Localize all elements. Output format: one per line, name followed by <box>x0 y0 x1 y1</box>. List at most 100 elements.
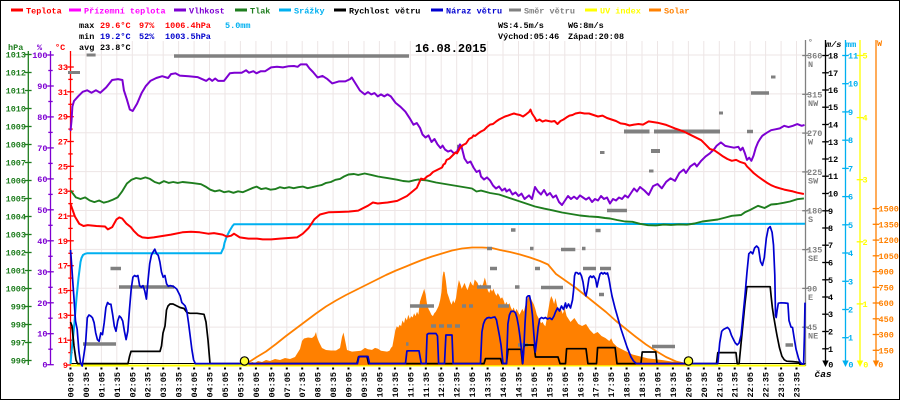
svg-text:WS:4.5m/s: WS:4.5m/s <box>498 21 544 31</box>
svg-text:1500: 1500 <box>879 205 899 215</box>
svg-text:5.0mm: 5.0mm <box>225 21 251 31</box>
svg-text:998: 998 <box>11 321 26 331</box>
svg-text:11:05: 11:05 <box>406 372 416 398</box>
svg-text:4: 4 <box>863 114 868 124</box>
svg-text:22:35: 22:35 <box>762 372 772 398</box>
svg-text:10:05: 10:05 <box>375 372 385 398</box>
svg-text:09:35: 09:35 <box>360 372 370 398</box>
svg-text:30: 30 <box>37 268 47 278</box>
svg-text:270: 270 <box>807 129 822 139</box>
svg-text:0: 0 <box>848 361 853 371</box>
svg-text:8: 8 <box>848 136 853 146</box>
svg-text:25: 25 <box>58 162 68 172</box>
svg-text:3: 3 <box>848 277 853 287</box>
svg-text:6: 6 <box>828 259 833 269</box>
svg-text:Směr větru: Směr větru <box>524 7 575 17</box>
svg-text:Srážky: Srážky <box>294 7 325 17</box>
svg-text:180: 180 <box>807 207 822 217</box>
svg-text:7: 7 <box>828 241 833 251</box>
svg-text:150: 150 <box>879 346 894 356</box>
svg-text:10: 10 <box>848 80 858 90</box>
svg-text:15: 15 <box>828 103 838 113</box>
svg-text:16:35: 16:35 <box>576 372 586 398</box>
svg-text:čas: čas <box>815 369 832 380</box>
svg-text:1001: 1001 <box>6 267 26 277</box>
svg-text:13: 13 <box>58 311 68 321</box>
svg-text:450: 450 <box>879 315 894 325</box>
svg-text:1003: 1003 <box>6 231 26 241</box>
svg-text:18:05: 18:05 <box>623 372 633 398</box>
svg-text:2: 2 <box>848 306 853 316</box>
svg-text:13:05: 13:05 <box>468 372 478 398</box>
svg-text:17: 17 <box>828 69 838 79</box>
svg-text:4: 4 <box>848 249 853 259</box>
svg-text:W: W <box>808 138 814 148</box>
svg-text:23: 23 <box>58 187 68 197</box>
svg-text:1011: 1011 <box>6 87 26 97</box>
svg-text:14:35: 14:35 <box>515 372 525 398</box>
svg-text:Tlak: Tlak <box>250 7 270 17</box>
svg-text:03:35: 03:35 <box>175 372 185 398</box>
svg-text:Solar: Solar <box>664 7 690 17</box>
svg-text:19: 19 <box>58 237 68 247</box>
svg-text:4: 4 <box>828 293 833 303</box>
svg-text:00:35: 00:35 <box>82 372 92 398</box>
svg-text:03:05: 03:05 <box>159 372 169 398</box>
svg-text:21:35: 21:35 <box>731 372 741 398</box>
svg-text:08:05: 08:05 <box>314 372 324 398</box>
svg-text:3: 3 <box>863 176 868 186</box>
svg-text:20: 20 <box>37 299 47 309</box>
svg-text:1009: 1009 <box>6 123 26 133</box>
svg-text:17:05: 17:05 <box>592 372 602 398</box>
svg-text:08:35: 08:35 <box>329 372 339 398</box>
svg-text:11:35: 11:35 <box>422 372 432 398</box>
svg-text:11: 11 <box>58 336 68 346</box>
svg-text:W: W <box>877 39 883 49</box>
svg-text:05:05: 05:05 <box>221 372 231 398</box>
svg-text:3: 3 <box>828 310 833 320</box>
svg-text:135: 135 <box>807 246 822 256</box>
svg-text:1: 1 <box>848 334 853 344</box>
svg-text:750: 750 <box>879 283 894 293</box>
svg-text:7: 7 <box>848 164 853 174</box>
svg-text:33: 33 <box>58 63 68 73</box>
svg-text:11: 11 <box>848 52 858 62</box>
svg-text:45: 45 <box>807 323 817 333</box>
svg-text:SW: SW <box>808 176 819 186</box>
svg-text:14: 14 <box>828 121 838 131</box>
svg-text:9: 9 <box>848 108 853 118</box>
svg-text:14:05: 14:05 <box>499 372 509 398</box>
svg-text:52%: 52% <box>139 32 155 42</box>
svg-text:10: 10 <box>37 330 47 340</box>
svg-text:12: 12 <box>828 155 838 165</box>
svg-text:NE: NE <box>808 332 818 342</box>
svg-text:23:35: 23:35 <box>793 372 803 398</box>
svg-text:1008: 1008 <box>6 141 26 151</box>
svg-text:15:35: 15:35 <box>545 372 555 398</box>
svg-text:1000: 1000 <box>6 285 26 295</box>
svg-text:16.08.2015: 16.08.2015 <box>415 42 487 56</box>
svg-text:°: ° <box>808 39 813 48</box>
svg-text:19:35: 19:35 <box>669 372 679 398</box>
svg-text:UV index: UV index <box>600 7 641 17</box>
svg-text:1006: 1006 <box>6 177 26 187</box>
svg-text:Přízemní teplota: Přízemní teplota <box>84 7 166 17</box>
svg-text:10:35: 10:35 <box>391 372 401 398</box>
svg-text:15: 15 <box>58 287 68 297</box>
svg-text:1200: 1200 <box>879 236 899 246</box>
svg-text:1007: 1007 <box>6 159 26 169</box>
svg-text:hPa: hPa <box>8 43 23 53</box>
svg-text:40: 40 <box>37 237 47 247</box>
svg-text:0: 0 <box>863 361 868 371</box>
svg-text:SE: SE <box>808 254 818 264</box>
svg-text:N: N <box>808 60 813 70</box>
svg-text:80: 80 <box>37 113 47 123</box>
svg-text:13: 13 <box>828 138 838 148</box>
svg-text:11: 11 <box>828 172 838 182</box>
svg-text:1350: 1350 <box>879 220 899 230</box>
svg-text:1006.4hPa: 1006.4hPa <box>165 21 211 31</box>
svg-text:225: 225 <box>807 168 822 178</box>
svg-text:997: 997 <box>11 339 26 349</box>
svg-text:1004: 1004 <box>6 213 26 223</box>
svg-text:90: 90 <box>807 284 817 294</box>
